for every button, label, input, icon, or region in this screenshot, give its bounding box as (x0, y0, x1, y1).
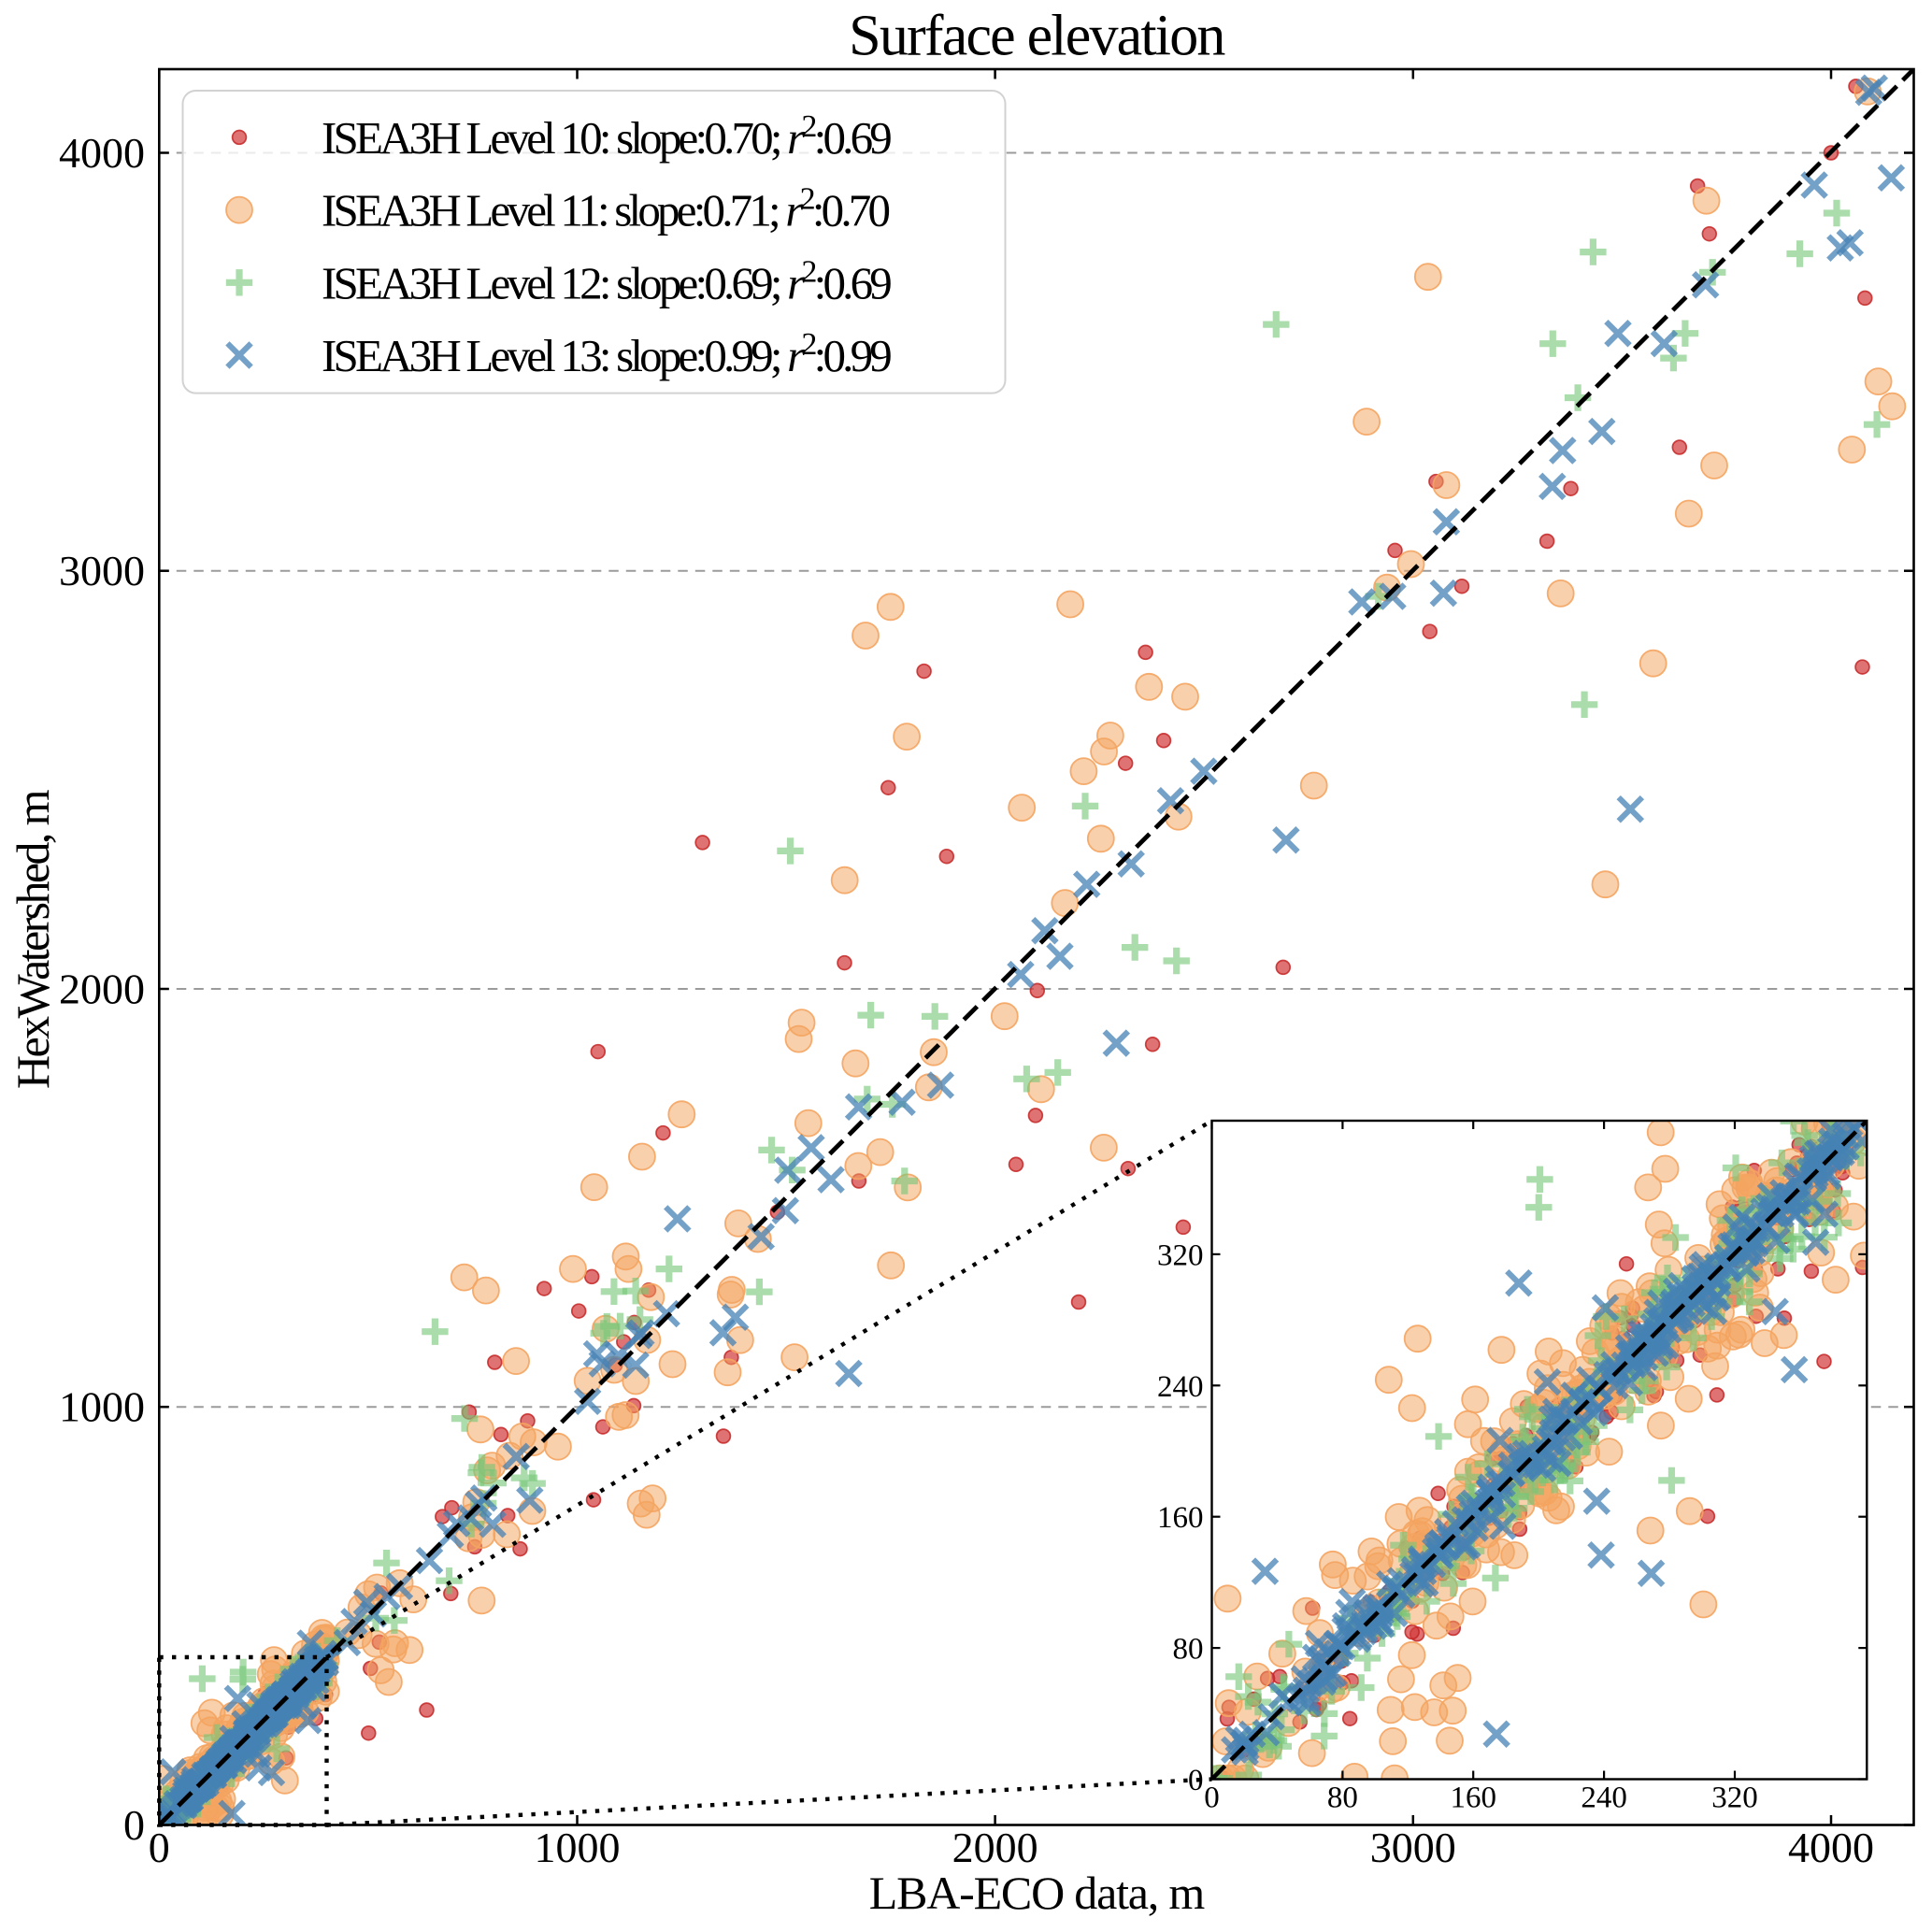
svg-text:320: 320 (1157, 1238, 1204, 1272)
svg-text:240: 240 (1581, 1782, 1627, 1815)
svg-text:LBA-ECO data, m: LBA-ECO data, m (869, 1867, 1206, 1919)
svg-text:ISEA3H Level 10: slope:0.70; r: ISEA3H Level 10: slope:0.70; r2:0.69 (322, 109, 891, 164)
svg-text:1000: 1000 (59, 1383, 145, 1431)
svg-text:160: 160 (1450, 1782, 1496, 1815)
svg-text:ISEA3H Level 11: slope:0.71; r: ISEA3H Level 11: slope:0.71; r2:0.70 (322, 182, 889, 236)
svg-text:4000: 4000 (1788, 1824, 1874, 1871)
svg-text:Surface elevation: Surface elevation (849, 5, 1225, 68)
svg-text:2000: 2000 (952, 1824, 1038, 1871)
svg-text:4000: 4000 (59, 129, 145, 177)
svg-text:0: 0 (1188, 1764, 1204, 1797)
svg-text:3000: 3000 (1370, 1824, 1456, 1871)
svg-text:ISEA3H Level 12: slope:0.69; r: ISEA3H Level 12: slope:0.69; r2:0.69 (322, 254, 891, 308)
svg-text:0: 0 (123, 1801, 145, 1849)
svg-text:240: 240 (1157, 1370, 1204, 1404)
svg-text:80: 80 (1173, 1633, 1204, 1667)
svg-text:80: 80 (1327, 1782, 1358, 1815)
svg-text:1000: 1000 (535, 1824, 621, 1871)
svg-text:HexWatershed, m: HexWatershed, m (7, 789, 59, 1089)
svg-text:2000: 2000 (59, 966, 145, 1013)
svg-text:160: 160 (1157, 1501, 1204, 1535)
svg-text:0: 0 (149, 1824, 170, 1871)
svg-text:0: 0 (1204, 1782, 1220, 1815)
svg-text:320: 320 (1711, 1782, 1758, 1815)
svg-text:3000: 3000 (59, 547, 145, 594)
svg-text:ISEA3H Level 13: slope:0.99; r: ISEA3H Level 13: slope:0.99; r2:0.99 (322, 327, 891, 381)
